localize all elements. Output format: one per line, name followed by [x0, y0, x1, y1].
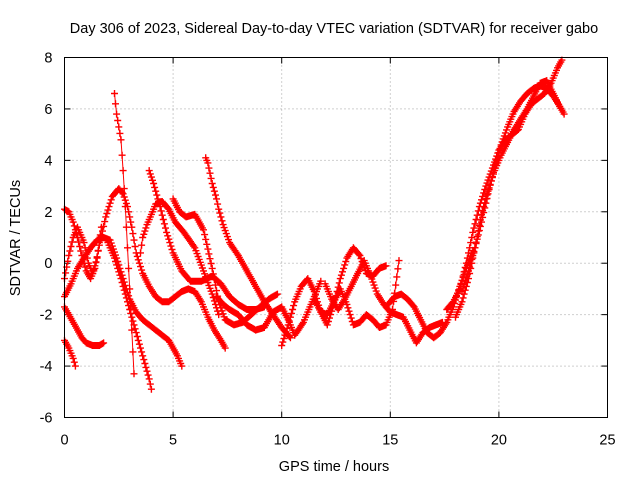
series-arc-5: [61, 185, 229, 352]
x-axis-label: GPS time / hours: [279, 459, 389, 475]
series-arc-7: [104, 239, 155, 393]
series-arc-3: [61, 336, 79, 370]
y-tick-label: -6: [40, 411, 53, 427]
series-markers: [61, 336, 79, 370]
y-tick-label: 0: [44, 256, 52, 272]
series-markers: [111, 90, 138, 378]
series-arc-15: [321, 257, 446, 347]
series-markers: [213, 277, 325, 339]
series-arc-18: [452, 77, 564, 321]
series-arc-19: [458, 82, 568, 295]
y-tick-label: 6: [44, 102, 52, 118]
x-tick-label: 10: [274, 433, 290, 449]
x-tick-label: 15: [382, 433, 398, 449]
series-markers: [202, 154, 294, 342]
series-markers: [321, 257, 446, 347]
series-markers: [452, 77, 564, 321]
tick-labels: 0 5 10 15 20 25 -6 -4 -2 0 2 4 6 8: [40, 51, 616, 449]
x-tick-label: 20: [491, 433, 507, 449]
series-arc-11: [202, 154, 294, 342]
x-tick-label: 0: [60, 433, 68, 449]
x-tick-label: 5: [169, 433, 177, 449]
y-axis-label: SDTVAR / TECUs: [8, 180, 24, 296]
y-tick-label: 4: [44, 153, 52, 169]
y-tick-label: -4: [40, 359, 53, 375]
plot-area: [61, 56, 568, 393]
y-tick-label: 8: [44, 51, 52, 67]
y-tick-label: -2: [40, 308, 53, 324]
series-arc-12: [213, 277, 325, 339]
series-markers: [104, 239, 155, 393]
plot-frame: [64, 57, 608, 418]
series-line: [455, 79, 561, 318]
series-markers: [458, 82, 568, 295]
x-tick-label: 25: [599, 433, 615, 449]
chart-title: Day 306 of 2023, Sidereal Day-to-day VTE…: [70, 21, 598, 37]
y-tick-label: 2: [44, 205, 52, 221]
